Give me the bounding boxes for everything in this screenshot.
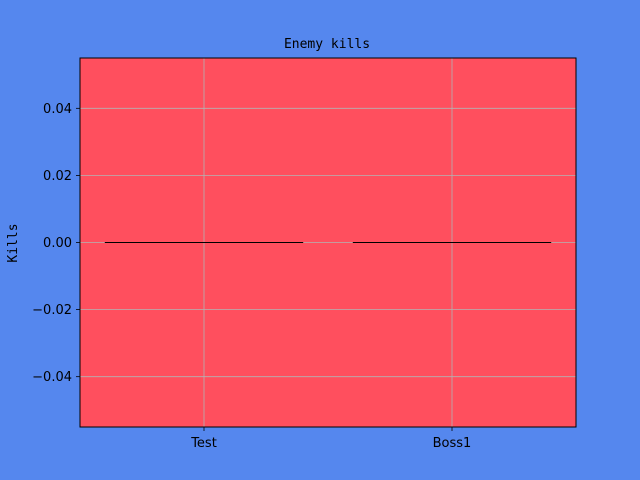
y-tick-label: −0.02 [32,303,72,318]
x-tick-label: Boss1 [433,436,472,451]
axis-ticks: −0.04 −0.02 0.00 0.02 0.04 Test Boss1 [32,102,471,451]
x-tick-label: Test [190,436,217,451]
chart-title: Enemy kills [284,37,370,52]
y-tick-label: 0.02 [43,169,72,184]
y-tick-label: 0.00 [43,236,72,251]
y-tick-label: 0.04 [43,102,72,117]
y-tick-label: −0.04 [32,370,72,385]
y-axis-label: Kills [6,223,21,262]
